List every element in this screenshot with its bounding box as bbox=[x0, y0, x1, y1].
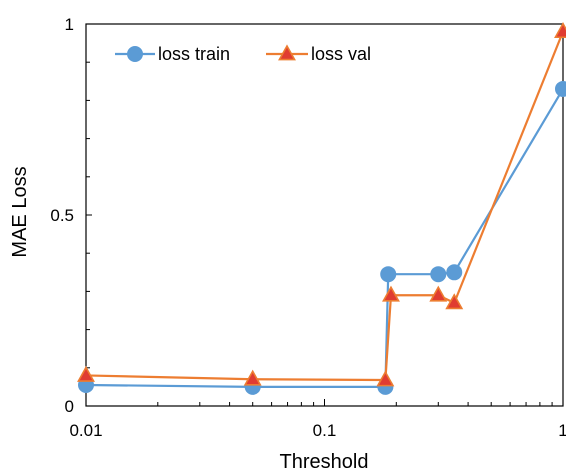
data-point bbox=[555, 80, 566, 97]
plot-frame bbox=[85, 23, 564, 407]
y-tick-label: 0.5 bbox=[50, 206, 74, 225]
legend-label: loss train bbox=[158, 44, 230, 64]
data-point bbox=[243, 369, 262, 386]
legend-marker bbox=[127, 46, 143, 62]
data-point bbox=[430, 266, 447, 283]
chart-series-layer bbox=[77, 22, 566, 395]
series-line bbox=[85, 31, 565, 382]
data-point bbox=[554, 22, 566, 39]
y-axis-title: MAE Loss bbox=[9, 166, 31, 257]
chart-legend: loss train loss val bbox=[115, 44, 371, 64]
x-tick-label: 0.1 bbox=[313, 421, 337, 440]
series-loss-val bbox=[77, 22, 566, 387]
data-point bbox=[429, 285, 448, 302]
data-point bbox=[77, 365, 95, 382]
series-line bbox=[85, 88, 564, 388]
data-point bbox=[445, 293, 464, 310]
x-tick-label: 1 bbox=[558, 421, 566, 440]
data-point bbox=[446, 264, 463, 281]
data-point bbox=[382, 285, 400, 302]
y-tick-label: 0 bbox=[65, 397, 74, 416]
x-tick-label: 0.01 bbox=[69, 421, 102, 440]
data-point bbox=[376, 370, 395, 387]
x-axis-title: Threshold bbox=[280, 451, 369, 472]
data-point bbox=[380, 266, 397, 283]
series-loss-train bbox=[78, 80, 566, 395]
y-tick-label: 1 bbox=[65, 15, 74, 34]
chart-axes: 0 0.5 1 0.01 0.1 1 bbox=[50, 15, 566, 440]
legend-marker bbox=[278, 44, 296, 61]
legend-label: loss val bbox=[311, 44, 371, 64]
